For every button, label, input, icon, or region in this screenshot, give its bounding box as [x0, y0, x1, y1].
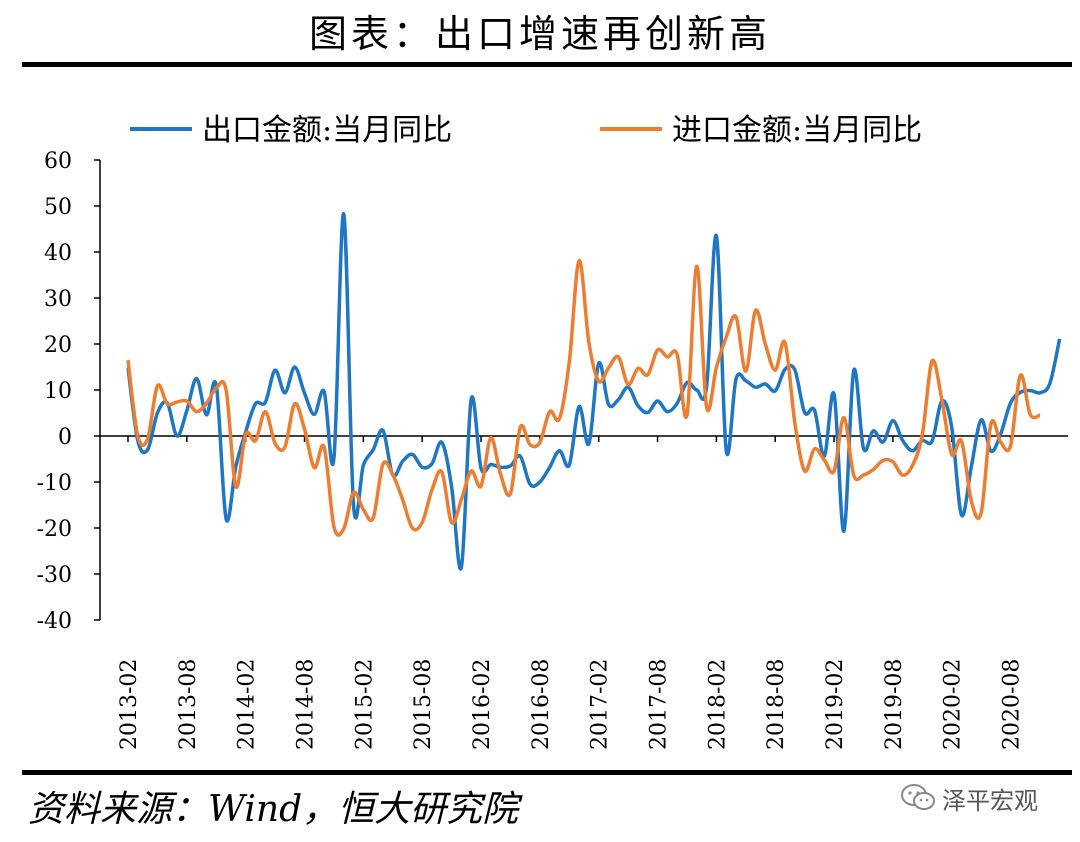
chart-title: 图表：出口增速再创新高	[308, 12, 771, 56]
y-tick-label: -30	[37, 563, 72, 588]
line-chart: 出口金额:当月同比 进口金额:当月同比 60 50 40 30 20 10 0 -10 -20 -3…	[37, 113, 1068, 750]
top-rule	[22, 62, 1072, 67]
x-tick-label: 2013-08	[176, 659, 201, 750]
y-tick-label: 60	[44, 149, 72, 174]
x-tick-label: 2017-02	[588, 659, 613, 750]
chart-legend: 出口金额:当月同比 进口金额:当月同比	[130, 113, 922, 148]
x-tick-label: 2014-02	[235, 659, 260, 750]
y-tick-label: 30	[44, 287, 72, 312]
watermark: 泽平宏观	[900, 780, 1038, 816]
x-tick-label: 2015-02	[352, 659, 377, 750]
wechat-icon	[901, 784, 935, 810]
source-note: 资料来源：Wind，恒大研究院	[28, 789, 519, 830]
x-tick-label: 2018-08	[764, 659, 789, 750]
x-tick-label: 2020-08	[1000, 659, 1025, 750]
x-tick-label: 2018-02	[705, 659, 730, 750]
y-tick-label: 20	[44, 333, 72, 358]
x-tick-label: 2019-08	[882, 659, 907, 750]
y-tick-label: 0	[58, 425, 72, 450]
y-tick-label: 10	[44, 379, 72, 404]
y-tick-label: -10	[37, 471, 72, 496]
x-axis: 2013-02 2013-08 2014-02 2014-08 2015-02 2015-…	[100, 435, 1068, 750]
series-line-export	[126, 212, 1062, 571]
legend-label: 进口金额:当月同比	[672, 113, 922, 148]
y-tick-label: -40	[37, 609, 72, 634]
x-tick-label: 2016-08	[529, 659, 554, 750]
series-line-import	[126, 258, 1041, 537]
y-tick-label: 50	[44, 195, 72, 220]
x-tick-label: 2017-08	[647, 659, 672, 750]
y-axis: 60 50 40 30 20 10 0 -10 -20 -30 -40	[37, 149, 101, 634]
legend-label: 出口金额:当月同比	[202, 113, 452, 148]
series-group	[126, 212, 1062, 571]
x-tick-label: 2020-02	[941, 659, 966, 750]
bottom-rule	[22, 770, 1072, 775]
y-tick-label: 40	[44, 241, 72, 266]
x-tick-label: 2019-02	[823, 659, 848, 750]
x-tick-label: 2013-02	[117, 659, 142, 750]
watermark-text: 泽平宏观	[942, 786, 1038, 815]
x-tick-label: 2016-02	[470, 659, 495, 750]
y-tick-label: -20	[37, 517, 72, 542]
x-tick-label: 2014-08	[294, 659, 319, 750]
x-tick-label: 2015-08	[411, 659, 436, 750]
